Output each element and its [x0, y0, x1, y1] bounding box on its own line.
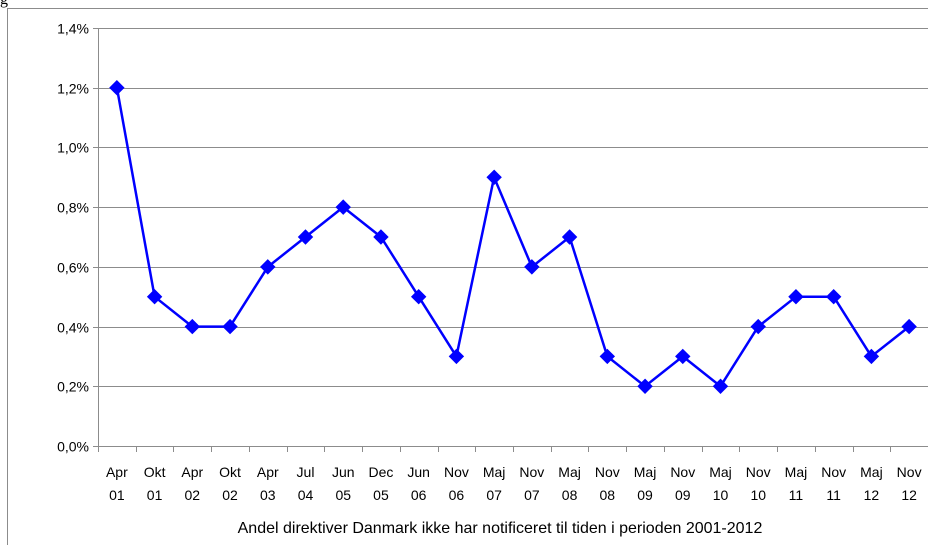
- x-tick-label-year: 10: [750, 487, 766, 503]
- x-tick-label-year: 06: [449, 487, 465, 503]
- x-tick-label-year: 03: [260, 487, 276, 503]
- data-point-marker: [109, 80, 125, 96]
- x-tick-labels: Apr 01 Okt 01 Apr 02 Okt 02 Apr 03 Jul 04 Jun 05 Dec 05…: [106, 464, 922, 503]
- data-point-marker: [788, 289, 804, 305]
- x-tick-label-year: 07: [486, 487, 502, 503]
- x-tick-label-month: Apr: [257, 464, 279, 480]
- x-tick-label-month: Apr: [106, 464, 128, 480]
- x-tick-label-month: Jun: [407, 464, 430, 480]
- x-tick-label-month: Maj: [860, 464, 883, 480]
- data-point-marker: [146, 289, 163, 305]
- axes: [93, 28, 928, 452]
- x-tick-label-month: Nov: [821, 464, 846, 480]
- y-tick-label: 0,8%: [57, 200, 89, 216]
- x-tick-label-month: Maj: [785, 464, 808, 480]
- x-tick-label-month: Nov: [897, 464, 922, 480]
- x-tick-label-month: Nov: [595, 464, 620, 480]
- x-tick-label-year: 07: [524, 487, 540, 503]
- x-tick-label-month: Nov: [519, 464, 544, 480]
- x-tick-label-year: 02: [185, 487, 201, 503]
- data-point-marker: [675, 348, 691, 365]
- y-tick-label: 0,6%: [57, 260, 89, 276]
- y-tick-label: 0,4%: [57, 320, 89, 336]
- x-tick-label-month: Maj: [709, 464, 732, 480]
- series-line: [115, 87, 910, 388]
- y-tick-label: 0,2%: [57, 379, 89, 395]
- x-tick-label-month: Maj: [483, 464, 506, 480]
- data-point-marker: [825, 289, 842, 305]
- data-point-marker: [901, 318, 917, 335]
- x-tick-label-year: 12: [901, 487, 917, 503]
- data-point-marker: [863, 348, 880, 365]
- y-tick-label: 1,0%: [57, 140, 89, 156]
- y-tick-label: 0,0%: [57, 439, 89, 455]
- data-point-marker: [335, 199, 351, 215]
- figure-label: g: [0, 0, 8, 9]
- data-point-marker: [448, 348, 465, 365]
- x-tick-label-month: Nov: [746, 464, 771, 480]
- x-tick-label-month: Maj: [558, 464, 581, 480]
- x-tick-label-month: Dec: [369, 464, 394, 480]
- gridlines: [98, 28, 928, 387]
- data-point-marker: [410, 289, 427, 305]
- series: [109, 80, 917, 394]
- data-point-marker: [750, 318, 766, 335]
- data-point-marker: [184, 318, 201, 335]
- y-tick-label: 1,4%: [57, 21, 89, 37]
- x-tick-label-month: Okt: [144, 464, 166, 480]
- x-tick-label-year: 08: [600, 487, 616, 503]
- x-tick-label-year: 04: [298, 487, 314, 503]
- data-point-marker: [637, 378, 653, 394]
- data-point-marker: [297, 229, 314, 245]
- x-tick-label-year: 11: [789, 487, 804, 503]
- x-tick-label-year: 06: [411, 487, 427, 503]
- chart-frame: [7, 8, 928, 545]
- data-point-marker: [712, 378, 729, 394]
- x-tick-label-month: Jun: [332, 464, 355, 480]
- x-axis-title: Andel direktiver Danmark ikke har notifi…: [238, 520, 763, 537]
- data-point-marker: [222, 318, 238, 335]
- x-tick-label-month: Maj: [634, 464, 657, 480]
- data-point-marker: [260, 259, 276, 275]
- x-tick-label-month: Nov: [670, 464, 695, 480]
- data-point-marker: [561, 229, 578, 245]
- x-tick-label-year: 10: [713, 487, 729, 503]
- x-tick-label-year: 11: [826, 487, 841, 503]
- y-tick-label: 1,2%: [57, 81, 89, 97]
- x-tick-label-year: 05: [335, 487, 351, 503]
- x-tick-label-year: 02: [222, 487, 238, 503]
- x-tick-label-year: 12: [864, 487, 880, 503]
- data-point-marker: [486, 169, 502, 185]
- data-point-marker: [373, 229, 389, 245]
- x-tick-label-month: Apr: [181, 464, 203, 480]
- x-tick-label-month: Jul: [297, 464, 315, 480]
- x-tick-label-year: 08: [562, 487, 578, 503]
- x-tick-label-year: 09: [675, 487, 691, 503]
- x-tick-label-year: 01: [109, 487, 125, 503]
- data-point-marker: [599, 348, 616, 365]
- x-tick-label-year: 05: [373, 487, 389, 503]
- x-tick-label-month: Okt: [219, 464, 241, 480]
- x-tick-label-year: 01: [147, 487, 163, 503]
- x-tick-label-year: 09: [637, 487, 653, 503]
- data-point-marker: [524, 259, 540, 275]
- y-tick-labels: 0,0% 0,2% 0,4% 0,6% 0,8% 1,0% 1,2% 1,4%: [57, 21, 89, 455]
- x-tick-label-month: Nov: [444, 464, 469, 480]
